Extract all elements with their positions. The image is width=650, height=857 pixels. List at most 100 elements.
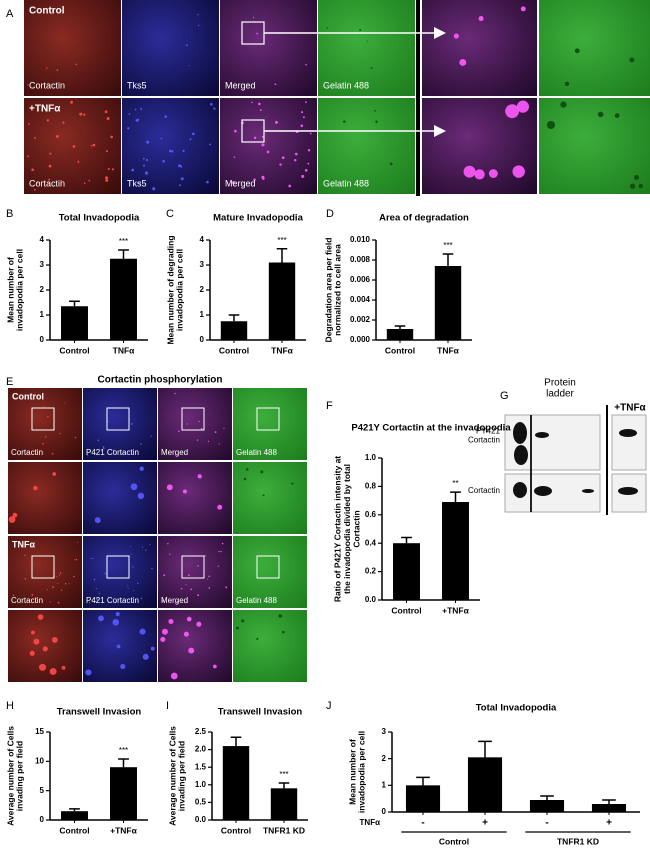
micrograph-spot — [164, 115, 168, 118]
text-line: Average number of Cells — [6, 726, 16, 826]
x-tick-label: - — [545, 818, 548, 829]
blot-band — [534, 486, 552, 496]
micrograph-spot — [302, 116, 305, 119]
arrow-head — [434, 125, 446, 137]
micrograph-spot — [107, 167, 110, 170]
y-tick-label: 0.008 — [350, 255, 371, 264]
micrograph-spot — [309, 132, 312, 135]
micrograph-spot — [207, 578, 209, 580]
micrograph — [8, 536, 82, 608]
micrograph-spot — [131, 168, 135, 172]
micrograph-spot — [274, 120, 278, 124]
channel-label: Merged — [161, 448, 188, 457]
channel-label: P421 Cortactin — [86, 596, 139, 605]
micrograph-spot — [209, 102, 213, 106]
micrograph-spot — [95, 588, 97, 590]
chart-title: Total Invadopodia — [59, 213, 140, 224]
micrograph-spot — [374, 110, 376, 112]
y-tick-label: 0.000 — [350, 335, 371, 344]
x-tick-label: Control — [219, 345, 249, 355]
significance-label: *** — [119, 746, 128, 755]
micrograph-spot — [139, 466, 144, 471]
micrograph-spot — [560, 101, 567, 108]
micrograph-spot — [261, 143, 265, 147]
treatment-label: TNFα — [360, 818, 381, 827]
micrograph-spot — [183, 631, 189, 637]
y-tick-label: 1.0 — [365, 453, 377, 462]
channel-label: Gelatin 488 — [236, 596, 277, 605]
micrograph — [422, 0, 537, 96]
micrograph-spot — [251, 101, 253, 104]
micrograph-spot — [278, 614, 283, 618]
y-tick-label: 0.4 — [365, 538, 377, 547]
bar — [467, 757, 503, 812]
micrograph-spot — [43, 406, 45, 408]
micrograph — [83, 388, 157, 460]
y-tick-label: 0.006 — [350, 275, 371, 284]
y-tick-label: 4 — [200, 235, 205, 244]
micrograph-spot — [37, 614, 44, 620]
blot-band — [618, 487, 638, 495]
micrograph-spot — [160, 636, 166, 642]
micrograph-spot — [42, 442, 44, 445]
micrograph-spot — [261, 135, 264, 138]
micrograph-spot — [180, 587, 183, 590]
micrograph-spot — [46, 589, 48, 591]
x-tick-label: +TNFα — [442, 605, 469, 615]
micrograph-spot — [597, 111, 604, 118]
micrograph-spot — [253, 136, 257, 139]
micrograph-spot — [98, 592, 100, 595]
error-bar — [69, 300, 80, 307]
micrograph-spot — [274, 83, 277, 86]
chart-title: Total Invadopodia — [476, 703, 557, 714]
y-axis-label: Degradation area per fieldnormalized to … — [324, 238, 343, 343]
micrograph-spot — [305, 63, 307, 66]
channel-label: P421 Cortactin — [86, 448, 139, 457]
zoom-box — [106, 407, 130, 431]
y-tick-label: 15 — [35, 727, 44, 736]
micrograph-spot — [196, 439, 199, 441]
micrograph — [233, 536, 307, 608]
channel-label: Gelatin 488 — [323, 80, 369, 90]
micrograph-spot — [152, 187, 156, 191]
error-bar — [69, 808, 80, 812]
micrograph-spot — [144, 171, 149, 175]
micrograph-spot — [233, 156, 236, 158]
micrograph-spot — [140, 443, 142, 445]
micrograph-spot — [281, 156, 285, 160]
micrograph-spot — [185, 44, 188, 47]
micrograph-spot — [92, 557, 94, 560]
micrograph-spot — [546, 120, 556, 130]
micrograph-spot — [112, 619, 120, 626]
micrograph-spot — [36, 181, 39, 184]
micrograph-spot — [161, 628, 168, 635]
text-line: Mean number of degrading — [166, 235, 176, 344]
bar — [110, 258, 137, 340]
significance-label: *** — [279, 770, 288, 779]
micrograph-spot — [77, 541, 79, 543]
micrograph-spot — [225, 586, 228, 589]
micrograph-spot — [140, 597, 143, 600]
micrograph-spot — [49, 152, 52, 155]
blot-band — [535, 432, 549, 438]
micrograph-spot — [140, 107, 143, 110]
bar — [61, 811, 88, 820]
micrograph-spot — [105, 176, 109, 180]
text-line: invading per field — [15, 741, 25, 811]
x-tick-label: + — [482, 818, 488, 829]
micrograph-spot — [127, 585, 129, 587]
micrograph-spot — [174, 392, 176, 395]
y-axis-label: Mean number ofinvadopodia per cell — [348, 731, 367, 813]
bar — [386, 329, 414, 340]
micrograph-spot — [217, 504, 223, 510]
bar — [110, 767, 137, 820]
text-line: Ratio of P421Y Cortactin intensity at — [333, 456, 343, 602]
micrograph-spot — [137, 582, 139, 585]
y-tick-label: 0 — [40, 815, 45, 824]
micrograph-spot — [478, 16, 484, 22]
blot-band — [513, 422, 527, 444]
micrograph-spot — [94, 517, 101, 524]
micrograph-spot — [186, 423, 188, 425]
micrograph-spot — [24, 578, 26, 580]
